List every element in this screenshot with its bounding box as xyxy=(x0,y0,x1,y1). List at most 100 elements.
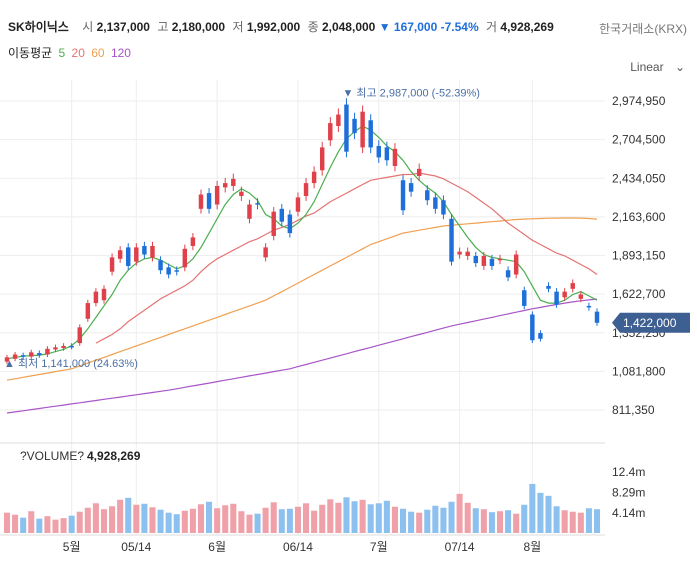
ma-legend-label: 이동평균 xyxy=(8,46,53,60)
candle-body xyxy=(279,208,285,222)
ma-legend-20[interactable]: 20 xyxy=(71,46,85,60)
candle-body xyxy=(239,191,244,196)
candle-body xyxy=(522,290,527,306)
candle-body xyxy=(368,120,373,148)
price-tick-label: 2,163,600 xyxy=(612,210,666,224)
candle-body xyxy=(247,204,252,219)
ma-legend-120[interactable]: 120 xyxy=(110,46,131,60)
chevron-down-icon: ⌄ xyxy=(674,60,685,74)
candle-body xyxy=(384,147,390,161)
volume-bar xyxy=(521,504,528,533)
candle-body xyxy=(416,168,422,176)
candle-body xyxy=(85,303,91,319)
volume-bar xyxy=(496,511,504,533)
candle-body xyxy=(206,193,212,209)
candle-body xyxy=(174,270,179,272)
close-value: 2,048,000 xyxy=(321,20,376,34)
volume-bar xyxy=(20,517,27,533)
high-label: 고 xyxy=(157,20,169,34)
high-value: 2,180,000 xyxy=(171,20,226,34)
ma-legend: 이동평균 5 20 60 120 xyxy=(8,44,131,61)
candle-body xyxy=(101,288,107,301)
volume-bar xyxy=(399,508,407,533)
candle-body xyxy=(554,291,559,305)
volume-bar xyxy=(149,507,156,533)
volume-bar xyxy=(593,509,601,533)
volume-bar xyxy=(367,504,374,533)
candle-body xyxy=(433,197,438,209)
volume-bar xyxy=(238,511,245,533)
price-tick-label: 2,704,500 xyxy=(612,133,666,147)
price-tick-label: 1,622,700 xyxy=(612,287,666,301)
volume-bar xyxy=(44,516,51,533)
volume-bar xyxy=(294,506,301,533)
candle-body xyxy=(69,345,74,348)
volume-bar xyxy=(480,509,487,533)
volume-bar xyxy=(561,510,568,533)
volume-pane: ?VOLUME? 4,928,269 12.4m 8.29m 4.14m xyxy=(0,442,645,533)
candle-body xyxy=(222,183,228,188)
low-label: 저 xyxy=(232,20,244,34)
scale-select[interactable]: Linear ⌄ xyxy=(630,60,685,74)
volume-bar xyxy=(391,506,398,533)
candle-body xyxy=(530,314,535,341)
candle-body xyxy=(37,353,42,356)
volume-bar xyxy=(488,512,495,533)
volume-bar xyxy=(125,497,132,533)
x-tick-label: 8월 xyxy=(523,540,541,554)
open-value: 2,137,000 xyxy=(96,20,150,34)
candles xyxy=(4,98,600,365)
volume-bar xyxy=(424,509,431,533)
candle-body xyxy=(336,114,341,126)
ma-legend-60[interactable]: 60 xyxy=(91,46,105,60)
candle-body xyxy=(538,333,543,339)
volume-bar xyxy=(286,508,293,533)
candle-body xyxy=(295,197,301,212)
x-tick-label: 6월 xyxy=(208,540,226,554)
volume-bar xyxy=(472,508,479,533)
volume-title: ?VOLUME? xyxy=(20,449,84,463)
candle-body xyxy=(505,270,511,278)
candle-body xyxy=(4,357,10,362)
price-tick-label: 811,350 xyxy=(612,403,655,417)
candle-body xyxy=(45,348,50,355)
candle-body xyxy=(425,190,430,201)
candle-body xyxy=(344,104,349,152)
candle-body xyxy=(594,311,600,323)
candle-body xyxy=(12,354,18,359)
open-label: 시 xyxy=(82,20,94,34)
volume-tick-label: 12.4m xyxy=(612,465,645,479)
candle-body xyxy=(109,257,115,272)
volume-tick-label: 8.29m xyxy=(612,485,645,499)
candle-body xyxy=(126,247,131,266)
ma20-line xyxy=(95,172,598,344)
volume-bar xyxy=(311,510,318,533)
x-tick-label: 7월 xyxy=(370,540,388,554)
candle-body xyxy=(319,147,325,171)
candle-body xyxy=(328,123,333,141)
volume-bar xyxy=(157,509,164,533)
candle-body xyxy=(53,347,58,350)
ma-legend-5[interactable]: 5 xyxy=(58,46,66,60)
candle-body xyxy=(578,294,584,299)
exchange-name: 한국거래소(KRX) xyxy=(599,22,687,36)
x-axis: 5월 05/14 6월 06/14 7월 07/14 8월 xyxy=(0,534,605,554)
candle-body xyxy=(190,237,196,246)
candle-body xyxy=(473,255,478,264)
volume-bar xyxy=(230,503,237,533)
low-value: 1,992,000 xyxy=(246,20,301,34)
x-tick-label: 5월 xyxy=(63,540,81,554)
change-percent: -7.54% xyxy=(440,20,479,34)
volume-bar xyxy=(165,512,172,533)
volume-bar xyxy=(246,514,253,533)
candle-body xyxy=(166,267,171,275)
price-tick-label: 1,893,150 xyxy=(612,249,666,263)
candle-body xyxy=(360,111,365,148)
volume-total: 4,928,269 xyxy=(500,20,554,34)
volume-bar xyxy=(36,518,43,533)
candle-body xyxy=(182,248,188,268)
candle-body xyxy=(489,258,495,266)
volume-bar xyxy=(359,499,366,533)
volume-bar xyxy=(222,505,229,533)
x-tick-label: 07/14 xyxy=(445,540,475,554)
